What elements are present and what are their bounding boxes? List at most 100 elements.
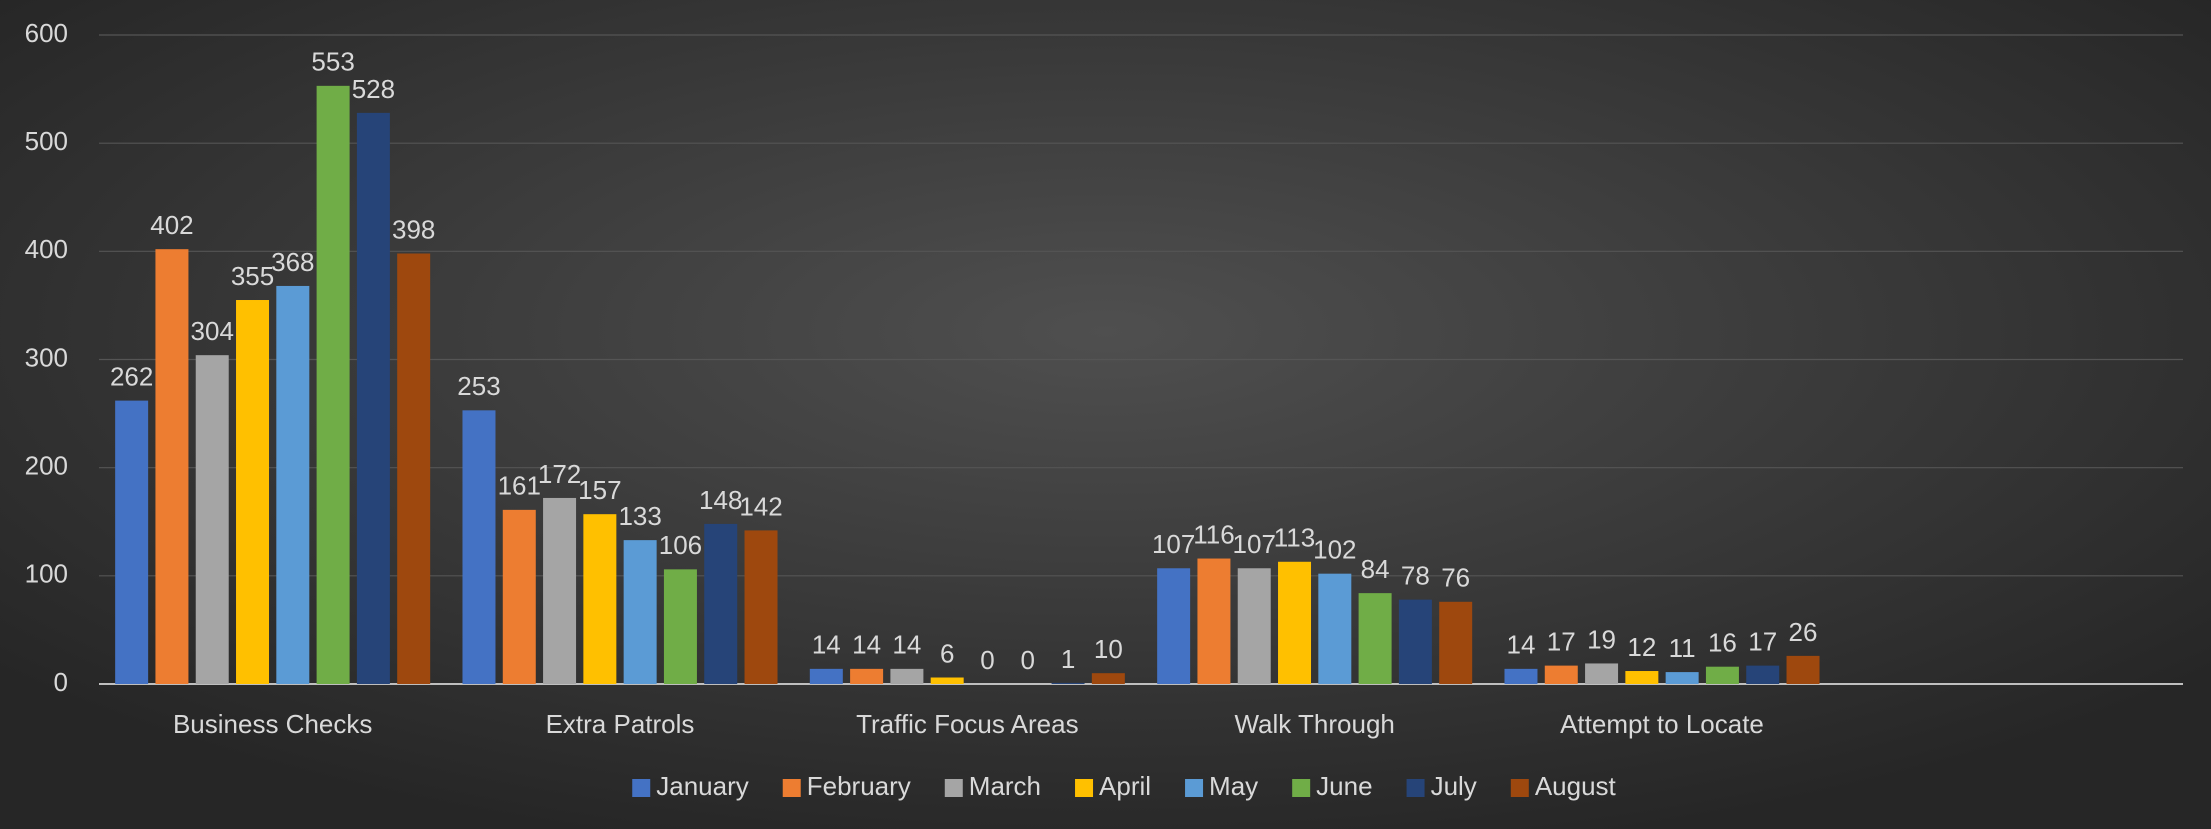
data-label: 368	[271, 247, 314, 277]
bar	[195, 355, 229, 684]
bar	[1625, 671, 1659, 684]
bar	[276, 285, 310, 684]
bar	[316, 85, 350, 685]
data-label: 172	[538, 459, 581, 489]
data-label: 16	[1708, 628, 1737, 658]
bar	[236, 300, 270, 684]
y-tick-label: 600	[25, 18, 68, 48]
bar	[1439, 601, 1473, 684]
legend-label: April	[1099, 771, 1151, 801]
data-label: 304	[191, 316, 234, 346]
bar	[704, 523, 738, 684]
bar	[115, 400, 149, 684]
x-tick-label: Extra Patrols	[546, 709, 695, 739]
bar	[356, 112, 390, 684]
legend-label: May	[1209, 771, 1258, 801]
bar	[1318, 573, 1352, 684]
data-label: 6	[940, 638, 954, 668]
legend-label: March	[969, 771, 1041, 801]
data-label: 17	[1748, 626, 1777, 656]
bar	[1051, 682, 1085, 684]
legend-label: July	[1431, 771, 1477, 801]
data-label: 253	[457, 371, 500, 401]
data-label: 107	[1233, 529, 1276, 559]
data-label: 14	[812, 630, 841, 660]
data-label: 0	[980, 645, 994, 675]
bar	[1544, 665, 1578, 684]
x-tick-label: Business Checks	[173, 709, 372, 739]
data-label: 148	[699, 485, 742, 515]
data-label: 12	[1627, 632, 1656, 662]
data-label: 262	[110, 361, 153, 391]
data-label: 133	[618, 501, 661, 531]
data-label: 355	[231, 261, 274, 291]
legend-swatch	[1406, 779, 1425, 797]
data-label: 17	[1547, 626, 1576, 656]
data-label: 78	[1401, 561, 1430, 591]
data-label: 142	[739, 491, 782, 521]
legend-swatch	[1185, 779, 1204, 797]
bar	[1398, 599, 1432, 684]
bar	[623, 540, 657, 684]
bar	[1237, 568, 1271, 684]
bar	[890, 668, 924, 684]
legend-swatch	[1510, 779, 1529, 797]
legend-label: February	[807, 771, 911, 801]
bar	[462, 410, 496, 684]
bar	[1197, 558, 1231, 684]
data-label: 113	[1274, 523, 1315, 553]
bar	[1091, 673, 1125, 684]
data-label: 10	[1094, 634, 1123, 664]
bar	[809, 668, 843, 684]
data-label: 19	[1587, 624, 1616, 654]
data-label: 157	[578, 475, 621, 505]
y-tick-label: 400	[25, 234, 68, 264]
bar	[543, 497, 577, 684]
bar	[1157, 568, 1191, 684]
data-label: 116	[1193, 519, 1234, 549]
y-tick-label: 200	[25, 451, 68, 481]
bar	[1705, 666, 1739, 684]
data-label: 84	[1361, 554, 1390, 584]
bar	[930, 677, 964, 684]
data-label: 161	[498, 471, 541, 501]
data-label: 402	[150, 210, 193, 240]
bar	[155, 249, 189, 685]
data-label: 1	[1061, 644, 1075, 674]
bar	[1358, 593, 1392, 684]
data-label: 14	[852, 630, 881, 660]
data-label: 107	[1152, 529, 1195, 559]
bar	[1746, 665, 1780, 684]
legend-swatch	[782, 779, 801, 797]
legend-label: August	[1535, 771, 1617, 801]
data-label: 14	[892, 630, 921, 660]
x-tick-label: Traffic Focus Areas	[856, 709, 1079, 739]
bar	[1278, 561, 1312, 684]
data-label: 102	[1313, 535, 1356, 565]
data-label: 26	[1789, 617, 1818, 647]
bar	[744, 530, 778, 684]
legend-label: June	[1316, 771, 1372, 801]
y-tick-label: 100	[25, 559, 68, 589]
legend-swatch	[1075, 779, 1094, 797]
y-tick-label: 500	[25, 126, 68, 156]
bar	[502, 509, 536, 684]
bar	[1665, 672, 1699, 684]
y-tick-label: 0	[54, 667, 68, 697]
bar	[397, 253, 431, 684]
bar	[663, 569, 697, 684]
y-tick-label: 300	[25, 342, 68, 372]
data-label: 0	[1021, 645, 1035, 675]
x-tick-label: Walk Through	[1234, 709, 1394, 739]
bar	[583, 514, 617, 684]
data-label: 528	[352, 74, 395, 104]
legend-swatch	[632, 779, 651, 797]
data-label: 11	[1669, 633, 1696, 663]
bar	[1786, 655, 1820, 684]
bar	[850, 668, 884, 684]
data-label: 553	[311, 47, 354, 77]
data-label: 14	[1507, 630, 1536, 660]
legend-swatch	[944, 779, 963, 797]
legend-swatch	[1292, 779, 1311, 797]
